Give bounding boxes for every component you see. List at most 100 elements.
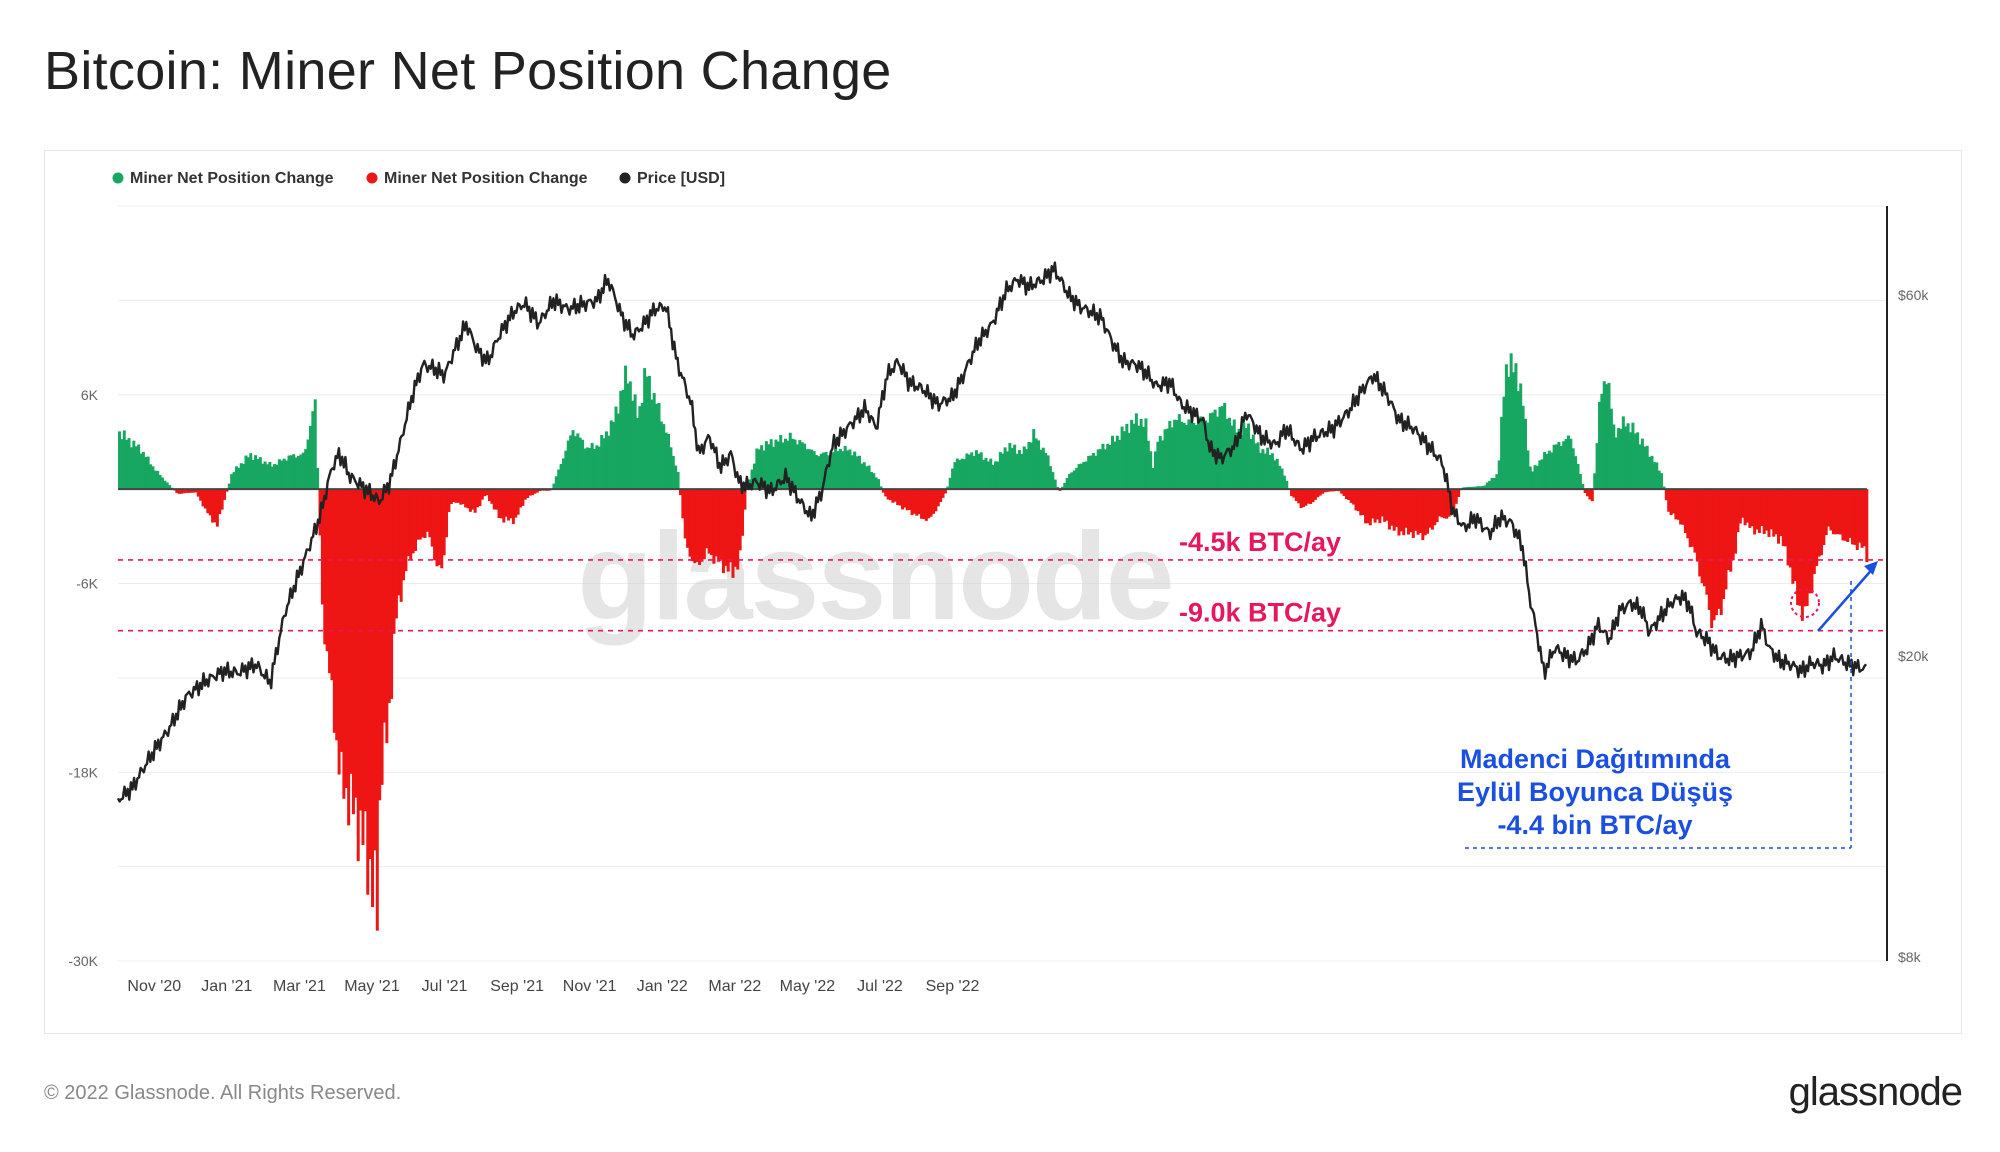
net-position-bar <box>1385 489 1389 521</box>
net-position-bar <box>826 455 830 490</box>
net-position-bar <box>1122 431 1126 490</box>
net-position-bar <box>1643 446 1647 490</box>
net-position-bar <box>237 467 241 490</box>
net-position-bar <box>1044 452 1048 490</box>
net-position-bar <box>165 482 169 490</box>
x-tick-label: Mar '22 <box>708 978 761 995</box>
reference-label: -4.5k BTC/ay <box>1179 527 1341 557</box>
net-position-bar <box>738 489 742 551</box>
net-position-bar <box>1526 450 1530 490</box>
x-tick-label: May '22 <box>780 978 836 995</box>
net-position-bar <box>912 489 916 514</box>
net-position-bar <box>1562 441 1566 490</box>
net-position-bar <box>1738 489 1742 524</box>
net-position-bar <box>1063 482 1067 490</box>
net-position-bar <box>297 455 301 490</box>
net-position-bar <box>800 442 804 490</box>
net-position-bar <box>1072 470 1076 490</box>
net-position-bar <box>798 440 802 490</box>
net-position-bar <box>920 489 924 519</box>
net-position-bar <box>869 472 873 490</box>
net-position-bar <box>783 438 787 490</box>
net-position-bar <box>1399 489 1403 532</box>
net-position-bar <box>1543 451 1547 490</box>
net-position-bar <box>624 365 628 490</box>
net-position-bar <box>662 424 666 490</box>
net-position-bar <box>1383 489 1387 522</box>
net-position-bar <box>1027 442 1031 490</box>
net-position-bar <box>1254 443 1258 490</box>
net-position-bar <box>533 489 537 494</box>
net-position-bar <box>939 489 943 502</box>
net-position-bar <box>1624 426 1628 490</box>
net-position-bar <box>1779 489 1783 537</box>
net-position-bar <box>385 489 389 744</box>
net-position-bar <box>817 456 821 490</box>
net-position-bar <box>970 452 974 490</box>
net-position-bar <box>1839 489 1843 535</box>
net-position-bar <box>156 470 160 490</box>
net-position-bar <box>452 489 456 503</box>
net-position-bar <box>1693 489 1697 553</box>
net-position-bar <box>1344 489 1348 500</box>
net-position-bar <box>1371 489 1375 519</box>
net-position-bar <box>1266 447 1270 490</box>
net-position-bar <box>686 489 690 548</box>
net-position-bar <box>1566 435 1570 490</box>
net-position-bar <box>604 431 608 490</box>
net-position-bar <box>1204 420 1208 490</box>
net-position-bar <box>1798 489 1802 606</box>
net-position-bar <box>1664 489 1668 501</box>
net-position-bar <box>1831 489 1835 535</box>
net-position-bar <box>1189 420 1193 490</box>
net-position-bar <box>886 489 890 500</box>
net-position-bar <box>120 439 124 490</box>
net-position-bar <box>447 489 451 512</box>
net-position-bar <box>951 468 955 490</box>
net-position-bar <box>1862 489 1866 547</box>
net-position-bar <box>1094 455 1098 490</box>
net-position-bar <box>1457 489 1461 497</box>
net-position-bar <box>1087 455 1091 490</box>
net-position-bar <box>595 445 599 490</box>
net-position-bar <box>1564 439 1568 490</box>
net-position-bar <box>896 489 900 506</box>
arrow-head <box>1864 561 1878 575</box>
net-position-bar <box>1793 489 1797 582</box>
net-position-bar <box>402 489 406 581</box>
net-position-bar <box>705 489 709 549</box>
net-position-bar <box>239 463 243 490</box>
net-position-bar <box>1354 489 1358 511</box>
net-position-bar <box>1753 489 1757 535</box>
net-position-bar <box>285 460 289 490</box>
net-position-bar <box>1125 423 1129 490</box>
net-position-bar <box>1321 489 1325 494</box>
net-position-bar <box>619 390 623 490</box>
net-position-bar <box>955 458 959 490</box>
net-position-bar <box>1416 489 1420 535</box>
net-position-bar <box>1855 489 1859 551</box>
net-position-bar <box>437 489 441 566</box>
net-position-bar <box>1378 489 1382 524</box>
net-position-bar <box>1020 453 1024 490</box>
net-position-bar <box>1695 489 1699 562</box>
net-position-bar <box>519 489 523 508</box>
net-position-bar <box>762 450 766 490</box>
highlight-circle <box>1790 588 1820 618</box>
net-position-bar <box>612 421 616 490</box>
net-position-bar <box>347 489 351 826</box>
net-position-bar <box>409 489 413 561</box>
x-tick-label: Mar '21 <box>273 978 326 995</box>
net-position-bar <box>815 455 819 490</box>
net-position-bar <box>1328 489 1332 492</box>
net-position-bar <box>1550 452 1554 490</box>
net-position-bar <box>564 450 568 490</box>
net-position-bar <box>502 489 506 523</box>
net-position-bar <box>1387 489 1391 530</box>
net-position-bar <box>1051 472 1055 490</box>
net-position-bar <box>853 451 857 490</box>
net-position-bar <box>440 489 444 569</box>
net-position-bar <box>1375 489 1379 520</box>
net-position-bar <box>1743 489 1747 526</box>
net-position-bar <box>690 489 694 562</box>
